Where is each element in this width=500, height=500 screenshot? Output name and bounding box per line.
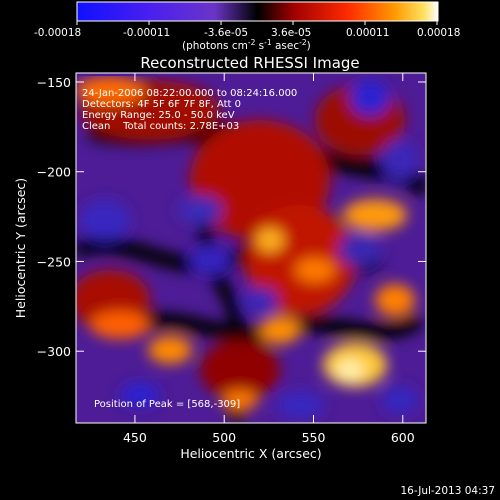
peak-position-text: Position of Peak = [568,-309] bbox=[94, 399, 240, 410]
x-axis-label: Heliocentric X (arcsec) bbox=[180, 446, 321, 461]
y-tick-label: −250 bbox=[37, 254, 71, 269]
colorbar-ticks bbox=[76, 21, 438, 25]
x-tick-label: 550 bbox=[302, 430, 326, 445]
info-line-counts: Clean Total counts: 2.78E+03 bbox=[82, 121, 239, 132]
colorbar-tick-label: -0.00011 bbox=[123, 27, 170, 39]
y-tick-label: −300 bbox=[37, 344, 71, 359]
colorbar-tick-label: 0.00018 bbox=[417, 27, 460, 39]
colorbar: -0.00018 -0.00011 -3.6e-05 3.6e-05 0.000… bbox=[34, 1, 460, 52]
chart-title: Reconstructed RHESSI Image bbox=[140, 54, 359, 72]
colorbar-tick-label: -0.00018 bbox=[34, 27, 81, 39]
x-tick-label: 450 bbox=[123, 430, 147, 445]
y-tick-label: −150 bbox=[37, 75, 71, 90]
colorbar-gradient bbox=[76, 1, 439, 22]
x-tick-label: 500 bbox=[212, 430, 236, 445]
footer-timestamp: 16-Jul-2013 04:37 bbox=[400, 485, 495, 497]
x-tick-label: 600 bbox=[391, 430, 415, 445]
info-line-time: 24-Jan-2006 08:22:00.000 to 08:24:16.000 bbox=[82, 88, 297, 99]
colorbar-tick-label: -3.6e-05 bbox=[204, 27, 248, 39]
info-line-detectors: Detectors: 4F 5F 6F 7F 8F, Att 0 bbox=[82, 99, 241, 110]
x-axis: 450 500 550 600 bbox=[123, 73, 415, 445]
info-block: 24-Jan-2006 08:22:00.000 to 08:24:16.000… bbox=[82, 88, 297, 132]
info-line-energy: Energy Range: 25.0 - 50.0 keV bbox=[82, 110, 235, 121]
colorbar-tick-label: 0.00011 bbox=[346, 27, 389, 39]
y-tick-label: −200 bbox=[37, 165, 71, 180]
heatmap-image bbox=[76, 73, 426, 423]
y-axis-label: Heliocentric Y (arcsec) bbox=[13, 178, 28, 318]
colorbar-unit-label: (photons cm-2 s-1 asec-2) bbox=[182, 38, 311, 52]
colorbar-tick-label: 3.6e-05 bbox=[271, 27, 311, 39]
y-axis: −150 −200 −250 −300 bbox=[37, 75, 426, 359]
plot-frame bbox=[75, 72, 427, 424]
